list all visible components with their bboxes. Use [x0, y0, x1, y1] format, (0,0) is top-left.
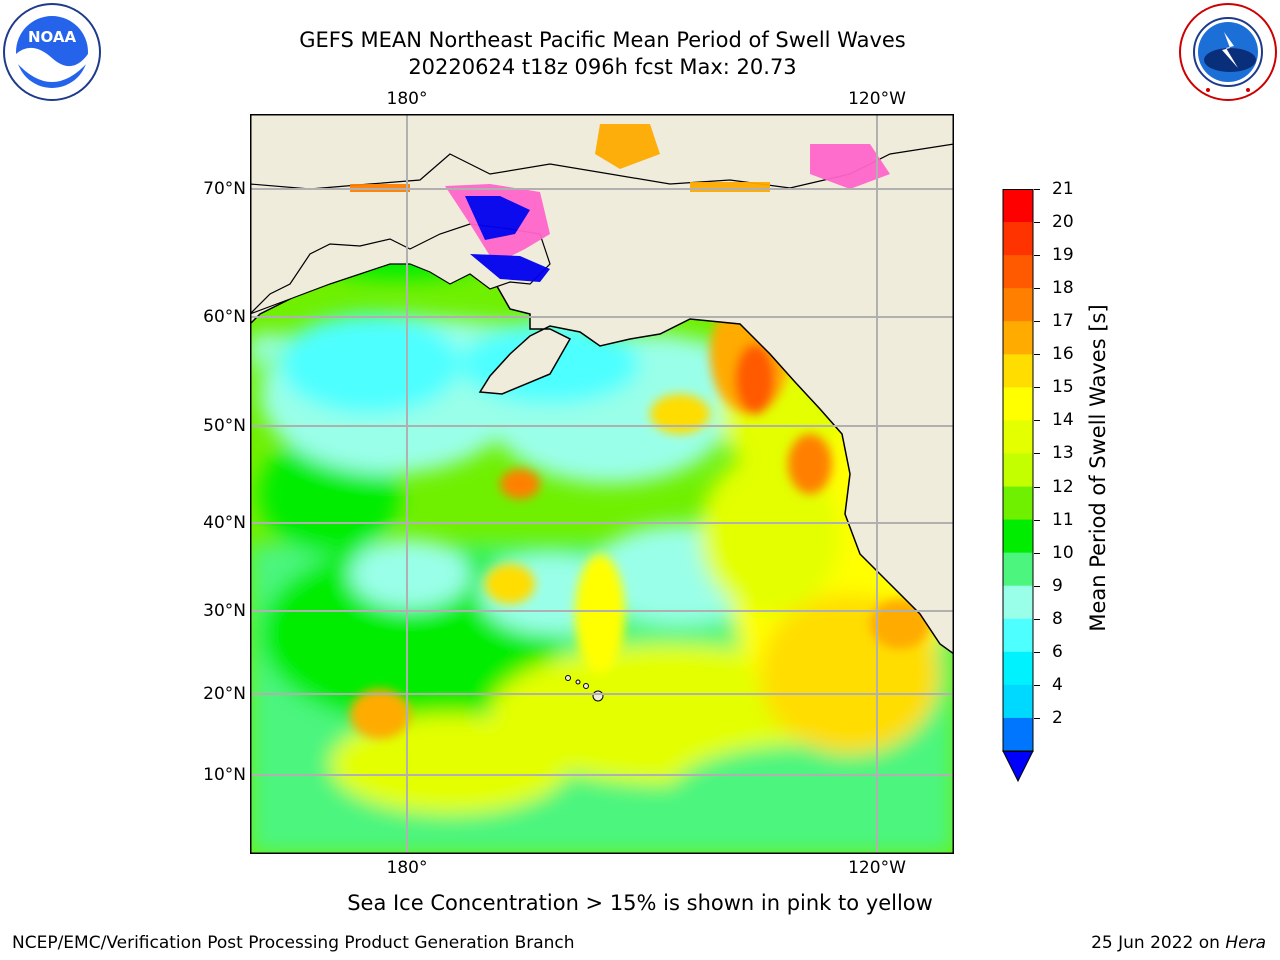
lat-label-70n: 70°N — [203, 179, 246, 199]
colorbar-segment — [1003, 387, 1033, 421]
colorbar-tick-mark — [1034, 222, 1040, 224]
noaa-logo: NOAA — [2, 2, 102, 102]
lon-label-bottom-180: 180° — [386, 858, 428, 878]
graticule — [250, 114, 954, 854]
colorbar-segment — [1003, 717, 1033, 752]
noaa-logo-text: NOAA — [28, 28, 77, 46]
chart-title: GEFS MEAN Northeast Pacific Mean Period … — [299, 28, 906, 52]
colorbar-segment — [1003, 255, 1033, 289]
map-panel — [249, 113, 955, 854]
colorbar-segment — [1003, 651, 1033, 686]
colorbar-tick-mark — [1034, 519, 1040, 521]
colorbar-tick-label: 14 — [1052, 410, 1074, 431]
colorbar-tick-mark — [1034, 387, 1040, 389]
colorbar-tick-mark — [1034, 552, 1040, 554]
lon-label-bottom-120w: 120°W — [848, 858, 906, 878]
chart-subtitle: 20220624 t18z 096h fcst Max: 20.73 — [408, 55, 797, 79]
footer-credit: NCEP/EMC/Verification Post Processing Pr… — [12, 933, 575, 953]
colorbar-tick-mark — [1034, 453, 1040, 455]
colorbar-tick-mark — [1034, 651, 1040, 653]
colorbar-tick-mark — [1034, 321, 1040, 323]
colorbar-segment — [1003, 519, 1033, 554]
colorbar-tick-label: 17 — [1052, 311, 1074, 332]
nws-logo — [1178, 2, 1278, 102]
colorbar-tick-label: 13 — [1052, 443, 1074, 464]
colorbar-tick-label: 4 — [1052, 674, 1063, 695]
lat-label-20n: 20°N — [203, 684, 246, 704]
colorbar-tick-mark — [1034, 255, 1040, 257]
colorbar-tick-mark — [1034, 684, 1040, 686]
colorbar-tick-label: 11 — [1052, 509, 1074, 530]
lat-label-30n: 30°N — [203, 601, 246, 621]
colorbar-tick-mark — [1034, 420, 1040, 422]
lat-label-60n: 60°N — [203, 307, 246, 327]
sea-ice-note: Sea Ice Concentration > 15% is shown in … — [347, 891, 933, 915]
colorbar-segment — [1003, 222, 1033, 256]
colorbar-segment — [1003, 189, 1033, 223]
colorbar-segment — [1003, 288, 1033, 322]
colorbar-label: Mean Period of Swell Waves [s] — [1086, 304, 1110, 632]
lon-label-top-120w: 120°W — [848, 89, 906, 109]
colorbar-segment — [1003, 618, 1033, 653]
colorbar-segment — [1003, 684, 1033, 719]
colorbar-segment — [1003, 486, 1033, 521]
colorbar-segment — [1003, 420, 1033, 454]
colorbar-tick-label: 19 — [1052, 245, 1074, 266]
colorbar — [1002, 189, 1034, 783]
colorbar-tick-label: 2 — [1052, 707, 1063, 728]
colorbar-svg — [1002, 189, 1034, 783]
colorbar-segment — [1003, 354, 1033, 388]
lon-label-top-180: 180° — [386, 89, 428, 109]
colorbar-tick-label: 10 — [1052, 542, 1074, 563]
map-frame — [250, 114, 954, 854]
colorbar-tick-mark — [1034, 618, 1040, 620]
lat-label-40n: 40°N — [203, 513, 246, 533]
colorbar-tick-label: 21 — [1052, 179, 1074, 199]
colorbar-tick-label: 9 — [1052, 575, 1063, 596]
colorbar-segment — [1003, 585, 1033, 620]
colorbar-tick-label: 18 — [1052, 278, 1074, 299]
colorbar-extend-arrow — [1002, 750, 1034, 783]
colorbar-segment — [1003, 453, 1033, 488]
colorbar-segment — [1003, 552, 1033, 587]
colorbar-tick-mark — [1034, 354, 1040, 356]
colorbar-tick-label: 6 — [1052, 641, 1063, 662]
colorbar-tick-mark — [1034, 189, 1040, 190]
footer-date-text: 25 Jun 2022 on — [1091, 933, 1226, 953]
footer-host: Hera — [1225, 933, 1266, 953]
map-svg — [249, 113, 955, 854]
colorbar-tick-mark — [1034, 486, 1040, 488]
colorbar-tick-label: 16 — [1052, 344, 1074, 365]
colorbar-tick-label: 8 — [1052, 608, 1063, 629]
colorbar-tick-label: 12 — [1052, 476, 1074, 497]
colorbar-tick-mark — [1034, 717, 1040, 719]
colorbar-tick-mark — [1034, 288, 1040, 290]
colorbar-segment — [1003, 321, 1033, 355]
colorbar-tick-label: 15 — [1052, 377, 1074, 398]
lat-label-10n: 10°N — [203, 765, 246, 785]
colorbar-outline — [1002, 189, 1034, 752]
colorbar-tick-mark — [1034, 585, 1040, 587]
colorbar-tick-label: 20 — [1052, 212, 1074, 233]
footer-date: 25 Jun 2022 on Hera — [1091, 933, 1266, 953]
lat-label-50n: 50°N — [203, 416, 246, 436]
